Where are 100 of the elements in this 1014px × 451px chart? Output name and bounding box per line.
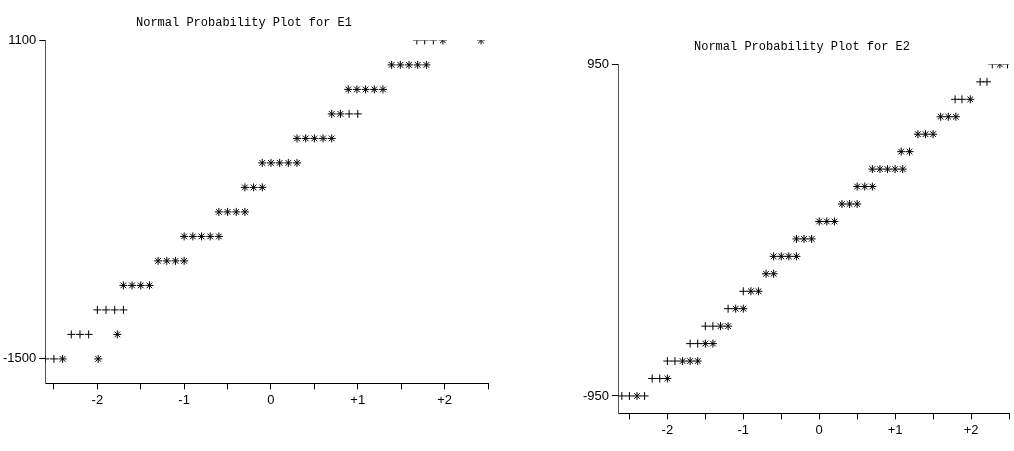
point [112,329,122,339]
point [275,158,285,168]
point [292,158,302,168]
point [852,182,862,192]
point [662,356,672,366]
point [769,269,779,279]
x-tick-label: 0 [815,421,823,437]
point [837,199,847,209]
point [318,133,328,143]
point [867,182,877,192]
point [231,207,241,217]
point [301,133,311,143]
point [890,164,900,174]
point [776,251,786,261]
point [92,305,102,315]
point [240,182,250,192]
point [898,164,908,174]
point [761,269,771,279]
point [240,207,250,217]
point [928,129,938,139]
point [913,129,923,139]
x-tick-label: -2 [661,421,674,437]
point [58,354,68,364]
point [936,112,946,122]
point [708,321,718,331]
point [257,182,267,192]
point [266,158,276,168]
point [784,251,794,261]
point [678,356,688,366]
x-tick-label: -1 [178,391,190,407]
point [738,286,748,296]
point [943,112,953,122]
point [395,60,405,70]
point [867,164,877,174]
point [327,109,337,119]
point [118,305,128,315]
point [950,94,960,104]
point [283,158,293,168]
point [685,339,695,349]
point [292,133,302,143]
y-tick-label: 1100 [8,31,37,47]
point [179,231,189,241]
point [257,158,267,168]
point [353,109,363,119]
point [344,109,354,119]
point [327,133,337,143]
point [896,147,906,157]
point [670,356,680,366]
point [662,374,672,383]
point [387,60,397,70]
point [75,329,85,339]
point [814,216,824,226]
point [127,280,137,290]
point [93,354,103,364]
point [369,84,379,94]
point [791,251,801,261]
point [632,391,642,401]
point [144,280,154,290]
point [352,84,362,94]
point [693,356,703,366]
x-tick-label: +1 [887,421,903,437]
point [110,305,120,315]
point [791,234,801,244]
point [136,280,146,290]
point [822,216,832,226]
point [162,256,172,266]
y-tick-label: -950 [582,387,610,403]
point [738,304,748,314]
point [965,94,975,104]
point [975,77,985,87]
point [49,354,59,364]
point [378,84,388,94]
point [905,147,915,157]
point [982,77,992,87]
point [716,321,726,331]
x-tick-label: -1 [737,421,750,437]
point [951,112,961,122]
point [624,391,634,401]
point [860,182,870,192]
point [957,94,967,104]
point [883,164,893,174]
y-tick-label: -1500 [3,350,37,366]
point [153,256,163,266]
point [852,199,862,209]
point [309,133,319,143]
point [723,321,733,331]
chart-title: Normal Probability Plot for E2 [693,40,911,55]
point [640,391,650,401]
point [875,164,885,174]
point [700,321,710,331]
x-tick-label: -2 [91,391,104,407]
x-tick-label: +2 [437,391,453,407]
point [361,84,371,94]
point [335,109,345,119]
point [708,339,718,349]
y-tick-label: 950 [587,55,610,71]
point [214,231,224,241]
point [731,304,741,314]
point [223,207,233,217]
point [179,256,189,266]
